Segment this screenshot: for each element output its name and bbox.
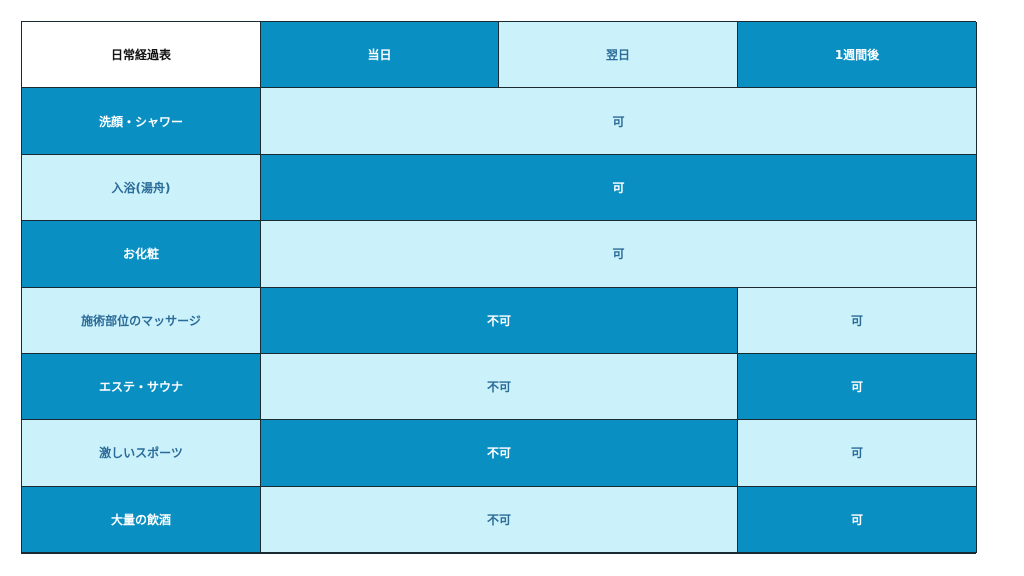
table-cell: 可: [261, 88, 977, 155]
row-label: 入浴(湯舟): [22, 154, 261, 222]
daily-progress-table: 日常経過表 当日 翌日 1週間後 洗顔・シャワー可入浴(湯舟) 可お化粧可施術部位のマッサ…: [21, 21, 977, 554]
column-header: 1週間後: [738, 22, 977, 89]
row-label: 大量の飲酒: [22, 486, 261, 553]
row-label: エステ・サウナ: [22, 353, 261, 421]
row-label: 施術部位のマッサージ: [22, 287, 261, 354]
table-cell: 可: [738, 287, 977, 354]
table-cell: 可: [738, 353, 977, 421]
table-title: 日常経過表: [22, 22, 261, 89]
table-cell: 不可: [261, 353, 738, 421]
column-header: 当日: [261, 22, 499, 89]
row-label: 洗顔・シャワー: [22, 88, 261, 155]
table-cell: 可: [738, 486, 977, 553]
table-cell: 不可: [261, 486, 738, 553]
row-label: お化粧: [22, 221, 261, 288]
table-cell: 不可: [261, 420, 738, 487]
table-cell: 可: [261, 221, 977, 288]
table-cell: 可: [261, 154, 977, 222]
row-label: 激しいスポーツ: [22, 420, 261, 487]
column-header: 翌日: [499, 22, 738, 89]
table-cell: 可: [738, 420, 977, 487]
table-cell: 不可: [261, 287, 738, 354]
